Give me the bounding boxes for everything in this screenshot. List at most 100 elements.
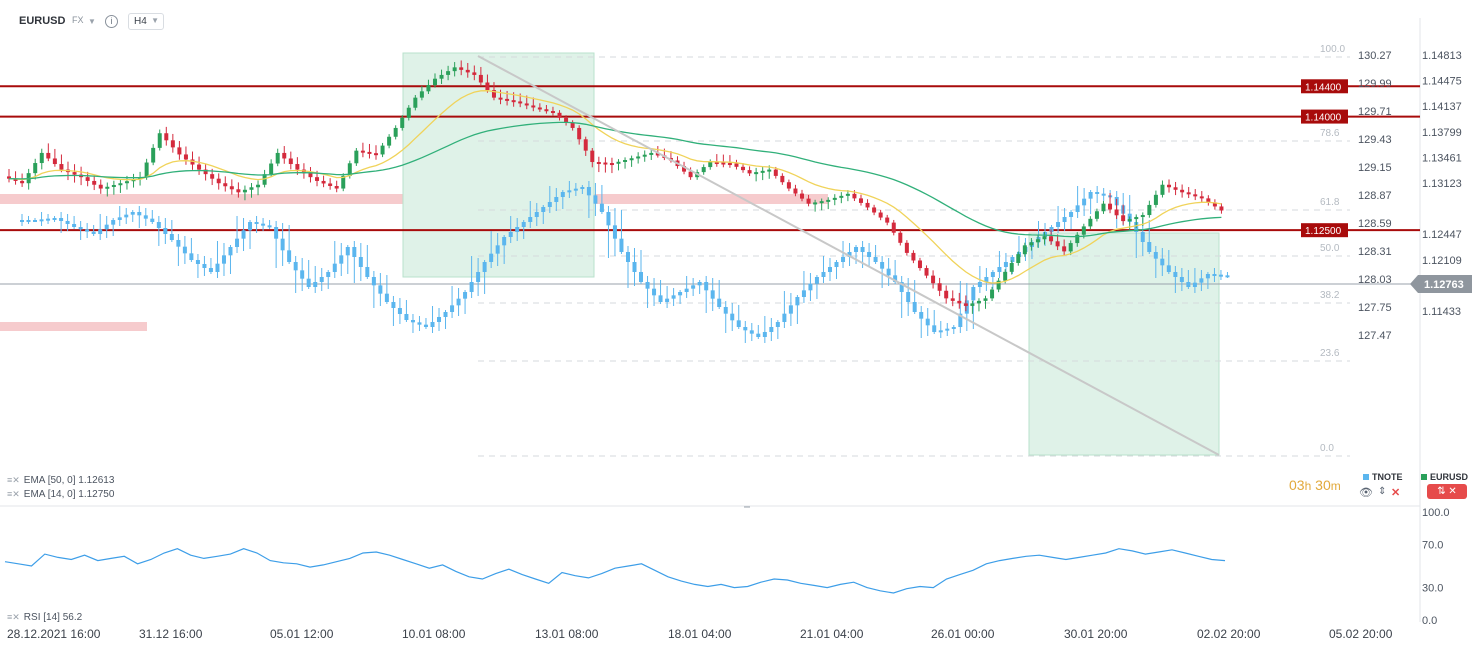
ema14-indicator[interactable]: ≡✕ EMA [14, 0] 1.12750 — [7, 489, 114, 500]
tnote-candle — [860, 247, 865, 252]
eurusd-bull-candle — [754, 172, 759, 175]
eurusd-bear-candle — [295, 164, 300, 170]
price-level-tag — [1301, 223, 1348, 238]
tnote-candle — [176, 240, 181, 247]
x-axis-tick: 05.01 12:00 — [270, 627, 334, 641]
tnote-candle — [671, 295, 676, 299]
rsi-axis-tick: 0.0 — [1422, 615, 1437, 627]
tnote-candle — [423, 324, 428, 327]
tnote-candle — [319, 277, 324, 282]
eurusd-bull-candle — [347, 163, 352, 176]
eurusd-bear-candle — [780, 175, 785, 183]
eurusd-bear-candle — [911, 252, 916, 261]
eurusd-bear-candle — [485, 82, 490, 91]
eurusd-bear-candle — [52, 158, 57, 165]
eurusd-bull-candle — [832, 197, 837, 200]
series-options-button[interactable]: ⇅ ✕ — [1427, 484, 1467, 499]
tnote-candle — [300, 270, 305, 279]
eurusd-bear-candle — [878, 212, 883, 218]
eye-icon[interactable]: 👁 — [1359, 487, 1373, 499]
tnote-candle — [782, 313, 787, 322]
eurusd-bear-candle — [1219, 206, 1224, 211]
supply-zone-small — [0, 322, 147, 331]
legend-tnote[interactable]: TNOTE — [1363, 472, 1403, 482]
eurusd-bull-candle — [439, 74, 444, 79]
fib-level-label: 38.2 — [1320, 290, 1340, 301]
eurusd-axis-tick: 1.13123 — [1422, 178, 1462, 190]
settings-close-icon[interactable]: ≡✕ — [7, 612, 20, 622]
eurusd-bull-candle — [111, 184, 116, 187]
fib-level-label: 100.0 — [1320, 44, 1345, 55]
eurusd-bull-candle — [33, 163, 38, 174]
eurusd-bear-candle — [885, 217, 890, 223]
eurusd-bull-candle — [275, 152, 280, 164]
legend-eurusd[interactable]: EURUSD — [1421, 472, 1468, 482]
tnote-candle — [743, 327, 748, 331]
tnote-candle — [658, 295, 663, 302]
tnote-candle — [847, 252, 852, 257]
tnote-candle — [104, 224, 109, 230]
eurusd-axis-tick: 1.12447 — [1422, 229, 1462, 241]
eurusd-bear-candle — [511, 100, 516, 103]
eurusd-bear-candle — [741, 166, 746, 171]
rsi-indicator[interactable]: ≡✕ RSI [14] 56.2 — [7, 612, 82, 623]
rsi-axis-tick: 30.0 — [1422, 583, 1443, 595]
x-axis-tick: 13.01 08:00 — [535, 627, 599, 641]
tnote-candle — [1147, 242, 1152, 252]
eurusd-bear-candle — [570, 122, 575, 128]
eurusd-bear-candle — [904, 242, 909, 253]
eurusd-bear-candle — [59, 164, 64, 170]
tnote-candle — [599, 203, 604, 212]
tnote-candle — [437, 317, 442, 322]
tnote-candle — [1166, 265, 1171, 272]
close-icon[interactable]: ✕ — [1391, 487, 1401, 499]
eurusd-bull-candle — [387, 136, 392, 146]
eurusd-bull-candle — [1009, 263, 1014, 272]
tnote-candle — [384, 293, 389, 302]
eurusd-bear-candle — [858, 198, 863, 203]
tnote-candle — [1225, 275, 1230, 278]
eurusd-bull-candle — [380, 145, 385, 155]
market-dropdown-icon[interactable]: ▼ — [88, 17, 96, 26]
market-label: FX — [72, 15, 84, 25]
fib-level-label: 61.8 — [1320, 197, 1340, 208]
tnote-candle — [417, 322, 422, 325]
timer-hours: 03 — [1289, 477, 1305, 493]
settings-close-icon[interactable]: ≡✕ — [7, 475, 20, 485]
tnote-candle — [215, 263, 220, 272]
settings-close-icon[interactable]: ≡✕ — [7, 489, 20, 499]
eurusd-axis-tick: 1.13461 — [1422, 152, 1462, 164]
tnote-axis-tick: 128.31 — [1358, 246, 1392, 258]
eurusd-bull-candle — [432, 78, 437, 86]
tnote-candle — [1062, 217, 1067, 222]
tnote-candle — [274, 227, 279, 239]
timeframe-select[interactable]: H4 ▼ — [128, 13, 164, 30]
tnote-axis-tick: 129.15 — [1358, 162, 1392, 174]
tnote-candle — [632, 262, 637, 272]
reorder-icon[interactable]: ⇕ — [1378, 486, 1387, 497]
tnote-candle — [821, 272, 826, 277]
eurusd-bear-candle — [557, 112, 562, 118]
info-icon[interactable]: i — [105, 15, 118, 28]
tnote-candle — [580, 187, 585, 189]
eurusd-bull-candle — [1042, 236, 1047, 240]
ema50-indicator[interactable]: ≡✕ EMA [50, 0] 1.12613 — [7, 475, 114, 486]
eurusd-bull-candle — [983, 298, 988, 301]
symbol-name[interactable]: EURUSD — [19, 15, 66, 27]
eurusd-bear-candle — [1049, 236, 1054, 242]
eurusd-bear-candle — [1167, 184, 1172, 188]
tnote-axis-tick: 129.43 — [1358, 134, 1392, 146]
tnote-candle — [1101, 193, 1106, 196]
tnote-candle — [567, 190, 572, 193]
eurusd-bear-candle — [1055, 241, 1060, 247]
tnote-candle — [769, 327, 774, 332]
tnote-candle — [977, 282, 982, 287]
timeframe-value: H4 — [134, 16, 147, 27]
tnote-candle — [1160, 258, 1165, 266]
price-level-tag — [1301, 109, 1348, 124]
eurusd-bear-candle — [164, 133, 169, 141]
tnote-candle — [117, 217, 122, 220]
eurusd-axis-tick: 1.14813 — [1422, 50, 1462, 62]
eurusd-bear-candle — [786, 182, 791, 189]
